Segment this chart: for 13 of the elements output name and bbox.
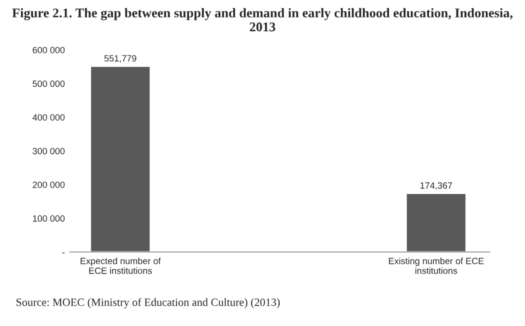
x-tick-label: Expected number of ECE institutions — [80, 258, 161, 274]
y-tick-label: 600 000 — [32, 46, 65, 54]
data-label: 174,367 — [420, 182, 452, 190]
x-tick-label: Existing number of ECE institutions — [388, 258, 484, 274]
y-tick-label: 100 000 — [33, 215, 65, 222]
y-tick-label: 200 000 — [32, 182, 65, 188]
y-tick-label: 400 000 — [32, 114, 65, 121]
chart-title: Figure 2.1. The gap between supply and demand in early childhood education, Indonesia, 2013 — [12, 8, 513, 32]
data-label: 551,779 — [104, 55, 136, 63]
y-tick-label: 500 000 — [32, 80, 65, 87]
y-tick-label: - — [62, 252, 65, 254]
y-tick-label: 300 000 — [32, 148, 65, 154]
source-note: Source: MOEC (Ministry of Education and Culture) (2013) — [16, 298, 280, 308]
